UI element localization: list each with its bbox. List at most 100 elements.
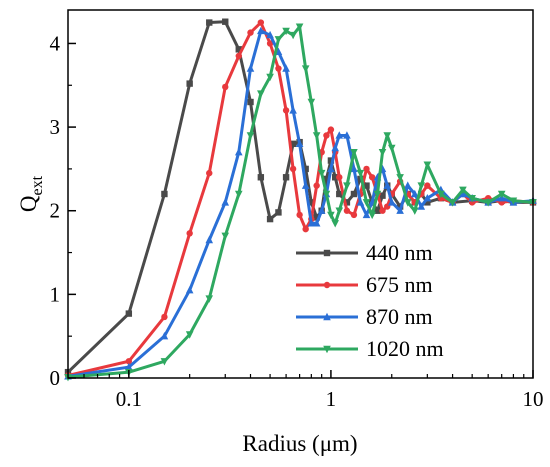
data-point [246,64,255,72]
data-point [417,182,426,190]
data-point [125,358,133,365]
data-point [161,313,168,321]
data-point [266,30,274,39]
data-point [161,190,168,198]
data-point [410,207,419,215]
data-point [206,19,213,26]
series-1 [64,19,537,379]
data-point [331,143,339,152]
y-tick-label: 2 [50,199,61,223]
legend-label: 440 nm [366,240,433,265]
data-point [247,29,254,36]
data-point [205,295,214,303]
data-point [387,198,396,206]
data-point [282,174,290,181]
data-point [307,98,316,107]
legend-swatch-marker [323,345,331,354]
data-point [448,199,457,207]
data-point [125,310,133,317]
legend-label: 870 nm [366,304,433,329]
data-point [335,131,344,139]
y-tick-label: 1 [50,282,61,306]
data-point [205,235,214,244]
legend-swatch-marker [323,281,331,289]
data-point [356,198,365,206]
series-line [67,21,534,377]
data-point [282,64,290,72]
data-point [317,206,326,214]
data-point [343,199,351,206]
data-point [313,182,320,189]
data-point [343,207,351,214]
data-point [323,132,330,139]
data-point [396,174,404,182]
data-point [301,181,310,189]
data-point [274,36,283,44]
data-point [335,207,344,215]
data-point [368,174,376,181]
data-point [327,164,335,173]
data-point [206,169,213,177]
data-point [307,219,316,227]
data-point [437,190,445,199]
legend: 440 nm 675 nm 870 nm 1020 nm [296,240,444,361]
data-point [222,83,229,91]
data-point [336,174,343,181]
legend-item-0: 440 nm [296,240,433,265]
legend-item-3: 1020 nm [296,336,444,361]
series-line [67,25,534,379]
data-point [186,230,193,237]
data-point [266,40,274,47]
data-point [313,214,320,221]
data-point [323,175,330,183]
x-tick-label: 0.1 [116,387,142,411]
data-point [235,46,242,53]
y-axis-title-main: Q [16,195,41,212]
data-point [423,161,432,169]
data-point [327,211,335,220]
data-point [312,219,321,227]
data-point [289,140,297,148]
data-point [374,207,381,214]
data-point [362,199,371,207]
x-tick-label: 1 [326,387,337,411]
data-point [301,65,310,73]
data-point [343,131,351,139]
data-point [322,190,331,199]
data-point [221,198,230,206]
data-point [350,148,358,157]
data-point [185,331,194,339]
data-point [509,197,518,205]
data-point [378,148,387,157]
data-point [295,23,304,31]
data-point [247,98,254,106]
data-point [423,193,432,202]
data-point [379,207,386,214]
data-point [403,181,412,189]
data-point [302,225,309,233]
data-point [396,206,404,214]
data-point [362,210,371,219]
data-point [266,73,274,82]
data-point [125,362,133,371]
data-point [160,331,169,340]
data-point [160,358,169,366]
data-point [343,182,351,190]
data-point [459,186,467,195]
data-point [235,52,242,60]
data-point [403,199,412,207]
data-point [424,199,431,206]
legend-label: 1020 nm [366,336,444,361]
y-tick-label: 3 [50,115,61,139]
ticks-layer: 0 1 2 3 4 0.1 1 10 [50,31,544,411]
data-point [383,181,392,189]
data-point [356,169,365,178]
data-point [317,169,326,178]
series-line [67,29,534,378]
data-point [185,285,194,294]
data-point [387,144,396,153]
data-point [186,80,193,87]
data-point [222,18,229,25]
data-point [234,147,243,156]
data-point [289,106,297,114]
